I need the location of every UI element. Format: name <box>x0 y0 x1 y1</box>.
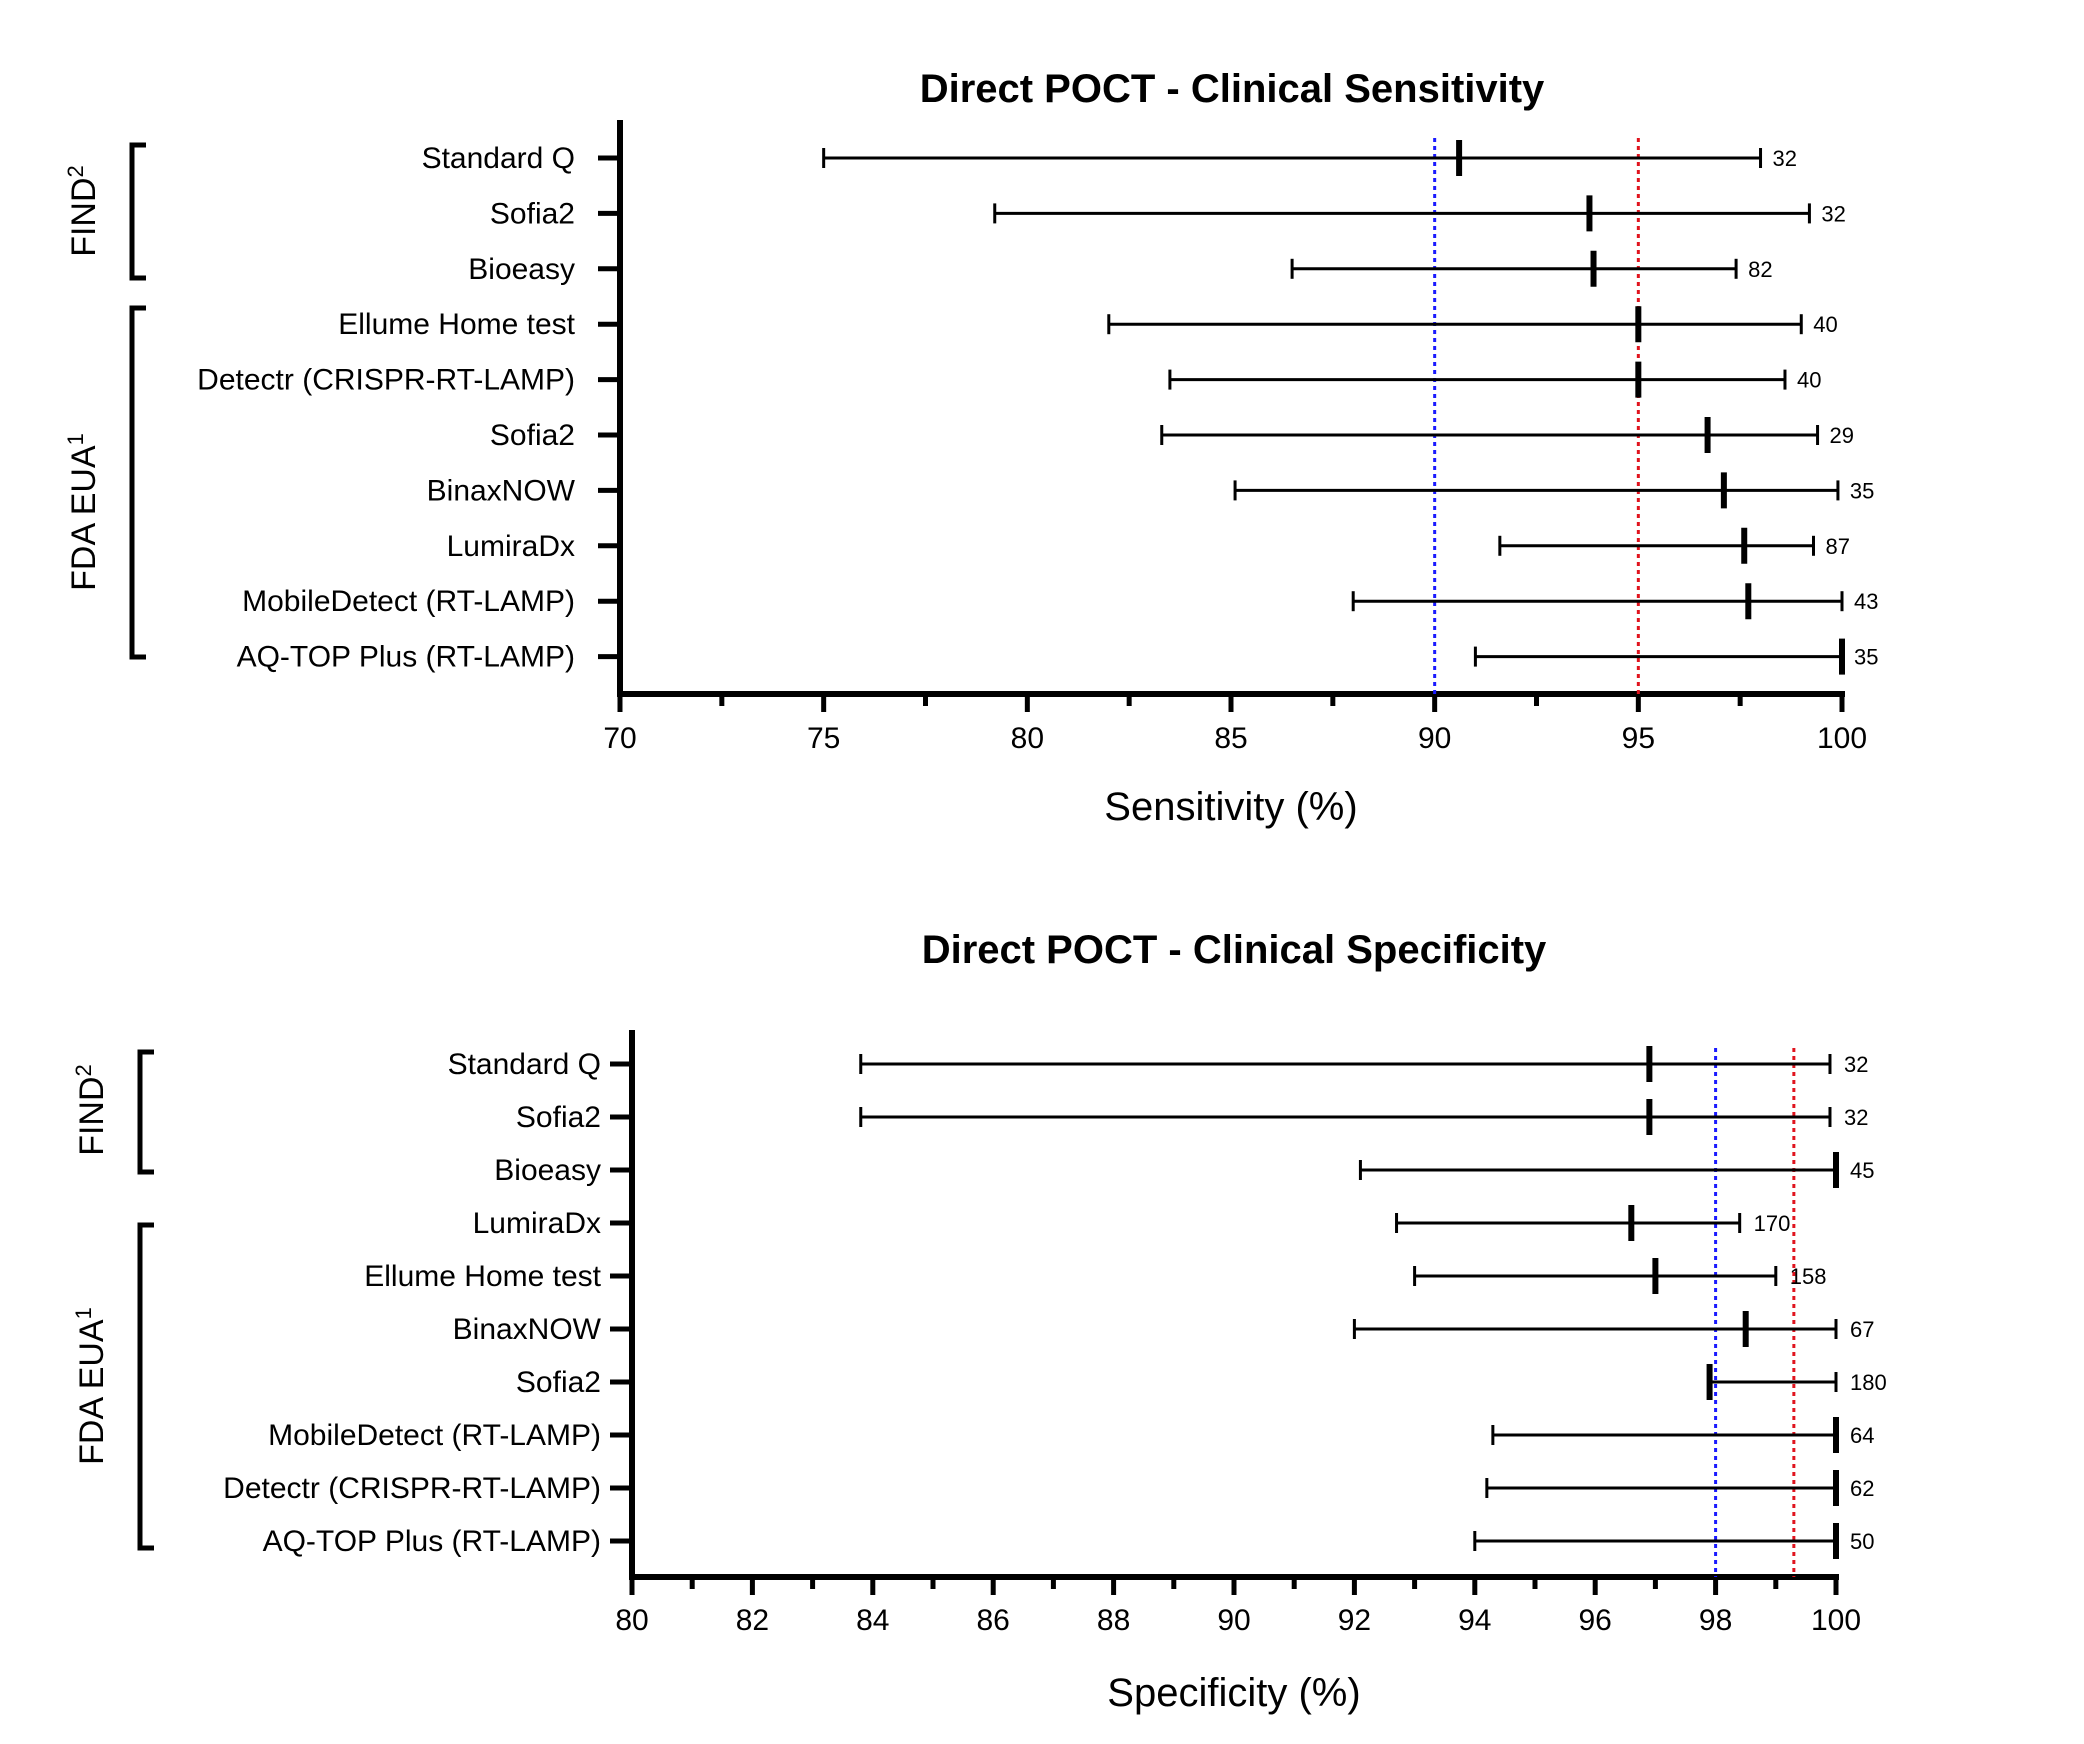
group-label-superscript: 2 <box>71 1064 96 1076</box>
x-tick-label: 88 <box>1097 1604 1130 1637</box>
row-label: MobileDetect (RT-LAMP) <box>268 1419 601 1452</box>
sample-size-label: 40 <box>1797 368 1821 393</box>
sample-size-label: 64 <box>1850 1423 1874 1448</box>
sample-size-label: 43 <box>1854 589 1878 614</box>
x-tick-label: 100 <box>1817 722 1867 755</box>
sample-size-label: 180 <box>1850 1370 1887 1395</box>
sample-size-label: 32 <box>1773 146 1797 171</box>
row-label: AQ-TOP Plus (RT-LAMP) <box>237 641 575 674</box>
group-label: FDA EUA1 <box>63 433 104 591</box>
sample-size-label: 29 <box>1830 423 1854 448</box>
x-tick-label: 82 <box>736 1604 769 1637</box>
row-label: Sofia2 <box>516 1101 601 1134</box>
x-tick-label: 92 <box>1338 1604 1371 1637</box>
x-tick-label: 75 <box>807 722 840 755</box>
group-label-text: FDA EUA <box>73 1319 111 1465</box>
x-tick-label: 90 <box>1217 1604 1250 1637</box>
sample-size-label: 50 <box>1850 1529 1874 1554</box>
group-bracket <box>137 1049 154 1175</box>
group-label-text: FIND <box>73 1076 111 1155</box>
chart-title: Direct POCT - Clinical Sensitivity <box>920 67 1545 111</box>
row-label: Bioeasy <box>468 253 575 286</box>
row-label: Bioeasy <box>494 1154 601 1187</box>
sample-size-label: 87 <box>1825 534 1849 559</box>
x-axis-label: Specificity (%) <box>1107 1671 1360 1715</box>
sample-size-label: 67 <box>1850 1317 1874 1342</box>
group-label-superscript: 2 <box>63 165 88 177</box>
x-tick-label: 84 <box>856 1604 889 1637</box>
group-label-superscript: 1 <box>71 1307 96 1319</box>
sample-size-label: 35 <box>1854 645 1878 670</box>
x-tick-label: 85 <box>1214 722 1247 755</box>
sample-size-label: 40 <box>1813 312 1837 337</box>
sample-size-label: 158 <box>1790 1264 1827 1289</box>
x-tick-label: 95 <box>1622 722 1655 755</box>
sample-size-label: 170 <box>1754 1211 1791 1236</box>
x-tick-label: 96 <box>1579 1604 1612 1637</box>
sample-size-label: 82 <box>1748 257 1772 282</box>
x-tick-label: 86 <box>977 1604 1010 1637</box>
row-label: BinaxNOW <box>453 1313 602 1346</box>
x-tick-label: 94 <box>1458 1604 1491 1637</box>
group-label-text: FIND <box>65 177 103 256</box>
row-label: Standard Q <box>448 1048 601 1081</box>
row-label: Sofia2 <box>490 197 575 230</box>
sample-size-label: 32 <box>1821 201 1845 226</box>
row-label: Detectr (CRISPR-RT-LAMP) <box>197 364 575 397</box>
row-label: Ellume Home test <box>364 1260 601 1293</box>
row-label: LumiraDx <box>473 1207 601 1240</box>
group-bracket <box>137 1222 154 1551</box>
sample-size-label: 32 <box>1844 1052 1868 1077</box>
x-tick-label: 70 <box>603 722 636 755</box>
sample-size-label: 62 <box>1850 1476 1874 1501</box>
sample-size-label: 32 <box>1844 1105 1868 1130</box>
row-label: BinaxNOW <box>427 474 576 507</box>
group-label-text: FDA EUA <box>65 445 103 591</box>
x-tick-label: 80 <box>615 1604 648 1637</box>
group-label: FDA EUA1 <box>71 1307 112 1465</box>
x-axis-label: Sensitivity (%) <box>1104 785 1357 829</box>
x-tick-label: 80 <box>1011 722 1044 755</box>
x-tick-label: 98 <box>1699 1604 1732 1637</box>
sample-size-label: 45 <box>1850 1158 1874 1183</box>
group-label-superscript: 1 <box>63 433 88 445</box>
group-label: FIND2 <box>71 1064 112 1156</box>
x-tick-label: 90 <box>1418 722 1451 755</box>
sensitivity-chart: Direct POCT - Clinical Sensitivity 70 75 80… <box>63 67 1879 829</box>
specificity-chart: Direct POCT - Clinical Specificity 80 82 84… <box>71 928 1887 1715</box>
row-label: Standard Q <box>422 142 575 175</box>
row-label: Sofia2 <box>516 1366 601 1399</box>
sample-size-label: 35 <box>1850 478 1874 503</box>
x-tick-label: 100 <box>1811 1604 1861 1637</box>
group-bracket <box>129 142 146 281</box>
row-label: Detectr (CRISPR-RT-LAMP) <box>223 1472 601 1505</box>
row-label: Ellume Home test <box>338 308 575 341</box>
row-label: Sofia2 <box>490 419 575 452</box>
row-label: MobileDetect (RT-LAMP) <box>242 585 575 618</box>
row-label: AQ-TOP Plus (RT-LAMP) <box>263 1525 601 1558</box>
chart-title: Direct POCT - Clinical Specificity <box>922 928 1547 972</box>
group-label: FIND2 <box>63 165 104 257</box>
group-bracket <box>129 305 146 660</box>
row-label: LumiraDx <box>447 530 575 563</box>
